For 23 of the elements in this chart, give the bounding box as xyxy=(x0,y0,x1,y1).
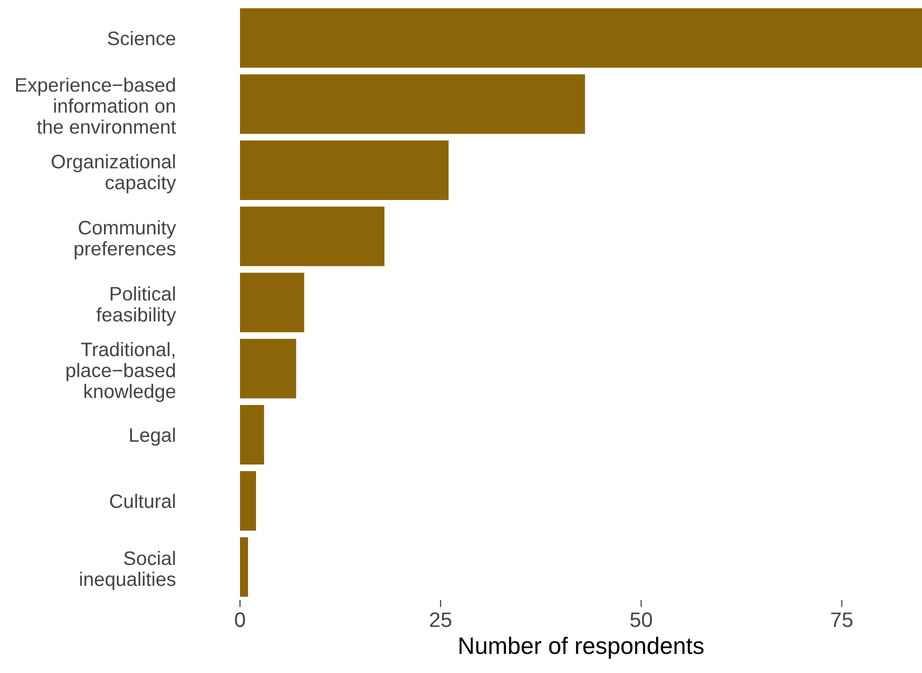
bar xyxy=(240,471,256,531)
bar xyxy=(240,74,586,134)
bar xyxy=(240,537,248,597)
y-tick-label: Legal xyxy=(130,428,175,446)
bar xyxy=(240,272,304,332)
bar xyxy=(240,206,384,266)
x-tick-label: 75 xyxy=(831,612,852,628)
y-tick-label: Political feasibility xyxy=(96,286,176,326)
y-tick-label: Traditional, place−based knowledge xyxy=(66,342,176,402)
bar xyxy=(240,8,922,68)
x-tick-label: 25 xyxy=(430,612,452,628)
bar xyxy=(240,404,264,464)
x-tick-label: 50 xyxy=(630,612,652,628)
x-axis-title: Number of respondents xyxy=(460,636,704,659)
y-tick-label: Experience−based information on the environment xyxy=(16,78,176,134)
y-tick-label: Community preferences xyxy=(74,220,176,260)
y-tick-label: Cultural xyxy=(110,494,175,508)
bar xyxy=(240,140,449,200)
y-tick-label: Social inequalities xyxy=(80,550,176,590)
y-tick-label: Organizational capacity xyxy=(52,154,176,194)
x-tick-label: 0 xyxy=(235,612,245,628)
bar xyxy=(240,338,296,398)
y-tick-label: Science xyxy=(108,31,176,46)
